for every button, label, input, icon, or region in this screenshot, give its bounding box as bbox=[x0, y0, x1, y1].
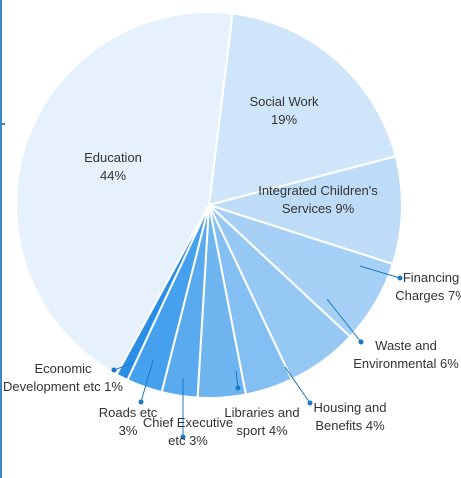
slice-label-line: sport 4% bbox=[236, 423, 288, 438]
slice-label-education: Education 44% bbox=[84, 150, 142, 183]
slice-label-housing-and: Housing and Benefits 4% bbox=[314, 400, 387, 433]
pie-slice-integrated-children-s bbox=[208, 155, 403, 265]
leader-line-waste-and bbox=[326, 298, 362, 343]
leader-dot-waste-and bbox=[358, 339, 364, 345]
slice-label-line: Financing bbox=[403, 270, 459, 285]
leader-dot-economic bbox=[111, 367, 117, 373]
slice-label-line: Development etc 1% bbox=[3, 379, 123, 394]
slice-label-chief-executive: Chief Executive etc 3% bbox=[143, 415, 233, 448]
leader-dot-libraries-and bbox=[235, 385, 241, 391]
slice-label-line: Housing and bbox=[314, 400, 387, 415]
slice-label-line: 3% bbox=[119, 423, 138, 438]
slice-label-line: Services 9% bbox=[282, 201, 355, 216]
pie-slice-education bbox=[15, 11, 234, 376]
slice-label-integrated-children-s: Integrated Children's Services 9% bbox=[258, 183, 378, 216]
pie-slice-social-work bbox=[208, 12, 397, 206]
slice-label-waste-and: Waste and Environmental 6% bbox=[353, 338, 459, 371]
leader-dot-housing-and bbox=[307, 400, 313, 406]
leader-dot-financing bbox=[397, 275, 403, 281]
slice-label-line: Chief Executive bbox=[143, 415, 233, 430]
slice-label-roads-etc: Roads etc 3% bbox=[99, 405, 158, 438]
leader-line-economic bbox=[113, 362, 134, 371]
slice-label-line: Roads etc bbox=[99, 405, 158, 420]
frame-tick-mark bbox=[0, 123, 5, 125]
slice-label-social-work: Social Work 19% bbox=[249, 94, 319, 127]
leader-line-financing bbox=[359, 265, 401, 279]
slice-label-libraries-and: Libraries and sport 4% bbox=[224, 405, 299, 438]
slice-label-line: Libraries and bbox=[224, 405, 299, 420]
leader-dot-chief-executive bbox=[180, 434, 186, 440]
leader-dot-roads-etc bbox=[138, 399, 144, 405]
slice-label-line: etc 3% bbox=[168, 433, 208, 448]
slice-label-line: Charges 7% bbox=[395, 288, 461, 303]
slice-label-line: Education bbox=[84, 150, 142, 165]
leader-lines bbox=[111, 265, 403, 440]
leader-line-roads-etc bbox=[140, 359, 154, 403]
slice-label-line: 44% bbox=[100, 168, 126, 183]
slice-labels: Social Work 19% Integrated Children's Servi… bbox=[3, 94, 461, 448]
left-frame-rule bbox=[0, 0, 2, 478]
pie-slices bbox=[15, 11, 403, 399]
slice-label-line: Economic bbox=[34, 361, 92, 376]
slice-label-financing: Financing Charges 7% bbox=[395, 270, 461, 303]
leader-line-libraries-and bbox=[235, 370, 239, 389]
slice-label-line: Integrated Children's bbox=[258, 183, 378, 198]
slice-label-line: Waste and bbox=[375, 338, 437, 353]
slice-label-line: Environmental 6% bbox=[353, 356, 459, 371]
slice-label-line: Benefits 4% bbox=[315, 418, 385, 433]
slice-label-line: Social Work bbox=[249, 94, 319, 109]
slice-label-line: 19% bbox=[271, 112, 297, 127]
slice-label-economic: Economic Development etc 1% bbox=[3, 361, 123, 394]
leader-line-housing-and bbox=[284, 366, 311, 404]
